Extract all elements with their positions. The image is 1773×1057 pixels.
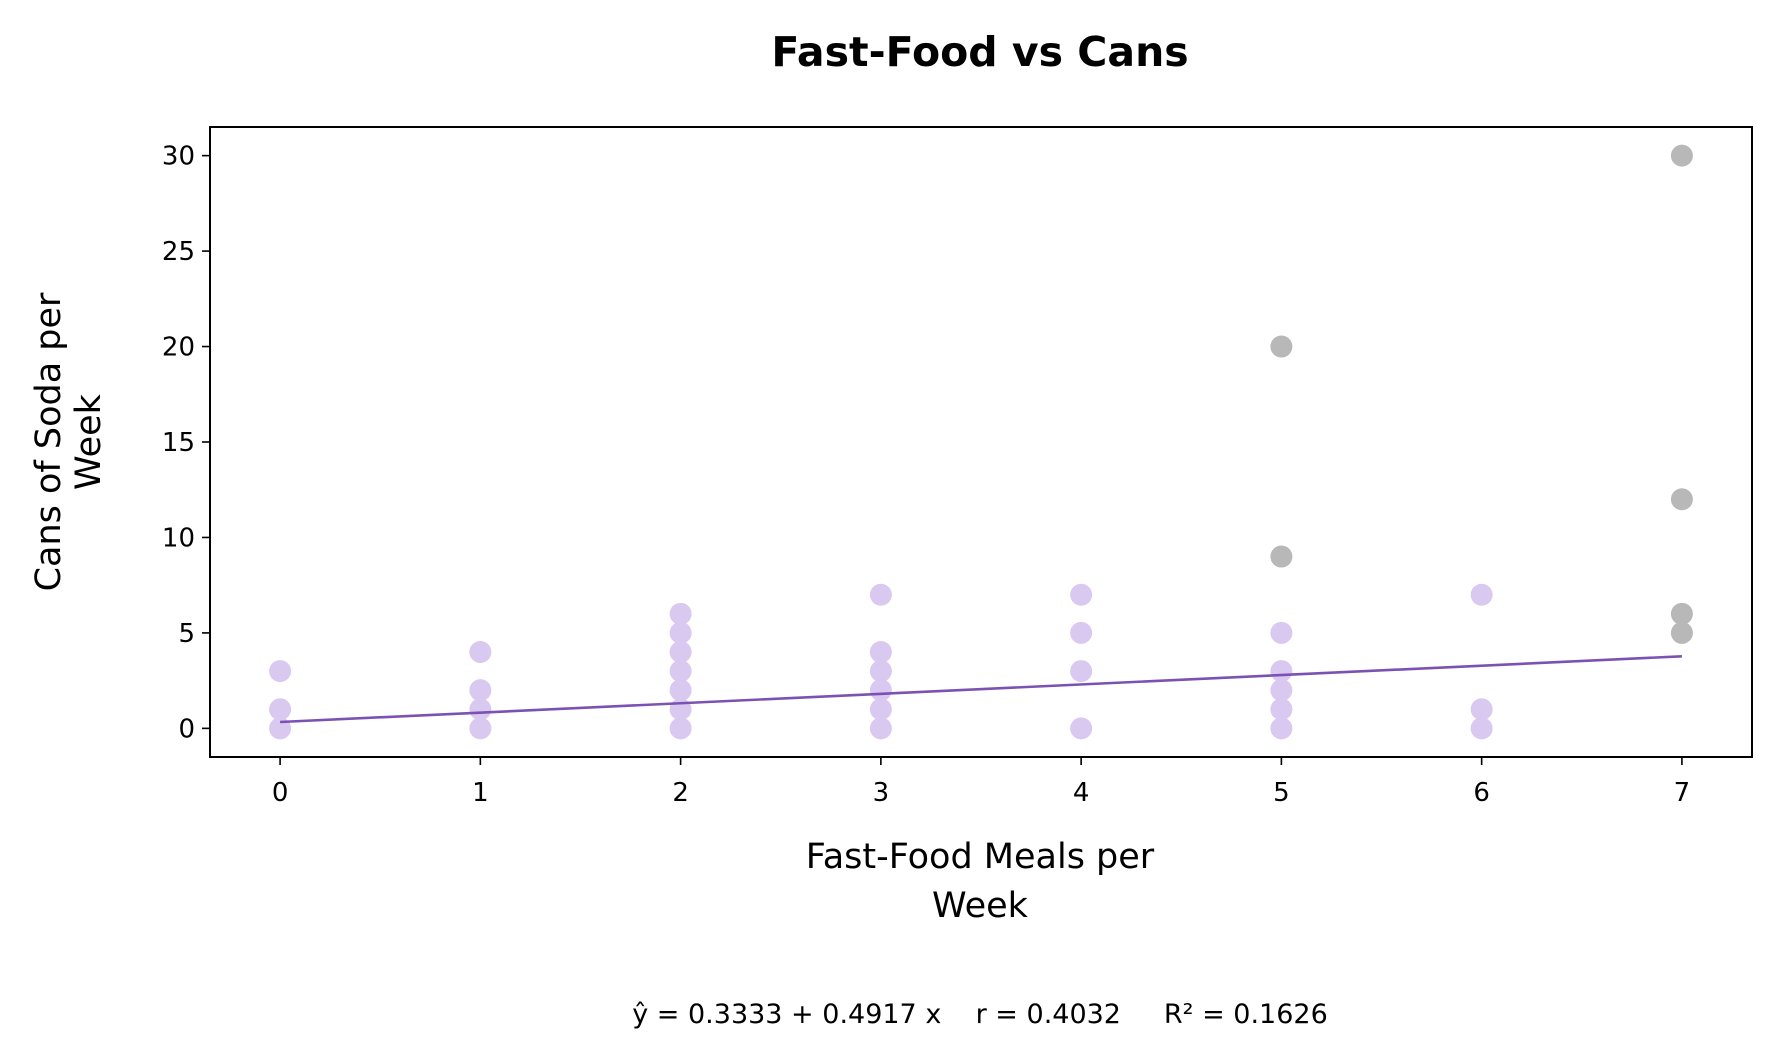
data-point-7 [669, 717, 692, 740]
outlier-point-4 [1670, 488, 1693, 511]
x-tick-label-0: 0 [272, 778, 289, 808]
data-point-24 [1270, 717, 1293, 740]
data-point-21 [1070, 660, 1093, 683]
chart-title: Fast-Food vs Cans [771, 28, 1188, 76]
data-point-4 [469, 698, 492, 721]
data-point-9 [669, 679, 692, 702]
x-tick-label-1: 1 [472, 778, 489, 808]
data-point-3 [469, 717, 492, 740]
data-point-22 [1070, 621, 1093, 644]
outlier-point-1 [1270, 335, 1293, 358]
data-point-20 [1070, 717, 1093, 740]
outlier-point-0 [1270, 545, 1293, 568]
x-tick-label-3: 3 [873, 778, 890, 808]
outlier-point-3 [1670, 602, 1693, 625]
data-point-2 [269, 660, 292, 683]
y-tick-label-10: 10 [162, 523, 195, 553]
y-axis-label-line-2: Week [69, 393, 109, 490]
data-point-14 [869, 717, 892, 740]
data-point-30 [1470, 698, 1493, 721]
data-point-13 [669, 602, 692, 625]
y-tick-label-30: 30 [162, 142, 195, 172]
data-point-25 [1270, 698, 1293, 721]
x-tick-label-5: 5 [1273, 778, 1290, 808]
regression-line [280, 654, 1682, 724]
data-point-10 [669, 660, 692, 683]
x-tick-label-6: 6 [1473, 778, 1490, 808]
data-point-28 [1270, 621, 1293, 644]
data-point-15 [869, 698, 892, 721]
y-tick-label-20: 20 [162, 333, 195, 363]
data-point-31 [1470, 583, 1493, 606]
x-tick-label-2: 2 [672, 778, 689, 808]
outlier-point-5 [1670, 144, 1693, 167]
y-tick-label-15: 15 [162, 428, 195, 458]
data-point-27 [1270, 660, 1293, 683]
y-tick-label-5: 5 [178, 619, 195, 649]
data-point-5 [469, 679, 492, 702]
data-point-26 [1270, 679, 1293, 702]
data-point-16 [869, 679, 892, 702]
y-tick-label-0: 0 [178, 714, 195, 744]
data-point-23 [1070, 583, 1093, 606]
plot-frame [209, 126, 1753, 758]
x-tick-label-7: 7 [1674, 778, 1691, 808]
outlier-point-2 [1670, 621, 1693, 644]
x-axis-label-line-2: Week [932, 886, 1029, 926]
data-point-18 [869, 641, 892, 663]
y-axis-label-line-1: Cans of Soda per [29, 292, 69, 591]
x-tick-label-4: 4 [1073, 778, 1090, 808]
data-point-11 [669, 641, 692, 663]
data-point-17 [869, 660, 892, 683]
x-axis-label-line-1: Fast-Food Meals per [806, 837, 1155, 877]
data-point-12 [669, 621, 692, 644]
y-tick-label-25: 25 [162, 237, 195, 267]
data-point-29 [1470, 717, 1493, 740]
data-point-19 [869, 583, 892, 606]
regression-stats: ŷ = 0.3333 + 0.4917 x r = 0.4032 R² = 0.… [632, 999, 1328, 1030]
data-point-1 [269, 698, 292, 721]
data-point-6 [469, 641, 492, 663]
plot-area: 0 1 2 3 4 5 6 7 0 5 10 15 20 25 30 [162, 126, 1753, 808]
